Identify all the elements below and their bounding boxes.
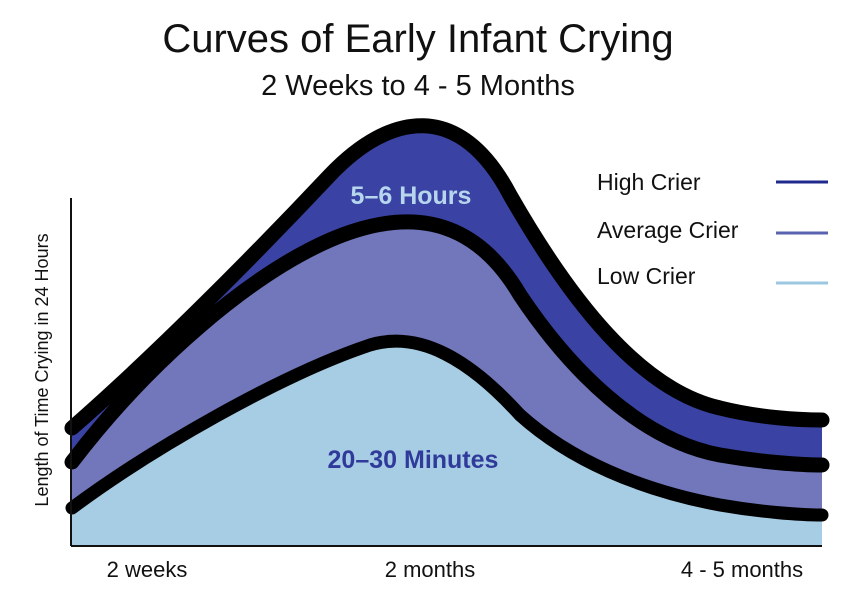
area-bands — [72, 125, 822, 545]
band-low-crier — [72, 341, 822, 545]
chart-subtitle: 2 Weeks to 4 - 5 Months — [261, 70, 575, 102]
legend: High Crier Average Crier Low Crier — [597, 169, 828, 289]
annotation-high: 5–6 Hours — [351, 182, 472, 210]
band-average-crier — [72, 221, 822, 515]
x-tick-label: 2 weeks — [107, 557, 188, 582]
legend-entry-label: High Crier — [597, 169, 701, 195]
chart-title: Curves of Early Infant Crying — [162, 17, 673, 61]
x-tick-label: 4 - 5 months — [681, 557, 803, 582]
outline-high-crier — [64, 118, 830, 436]
curve-outlines — [64, 118, 830, 522]
outline-average-crier — [64, 214, 830, 473]
x-tick-label: 2 months — [385, 557, 476, 582]
band-high-crier — [72, 125, 822, 465]
annotation-low: 20–30 Minutes — [328, 446, 499, 474]
legend-entry-label: Average Crier — [597, 217, 739, 243]
legend-entry-label: Low Crier — [597, 263, 696, 289]
y-axis-label: Length of Time Crying in 24 Hours — [32, 233, 52, 506]
outline-low-crier — [65, 334, 829, 522]
